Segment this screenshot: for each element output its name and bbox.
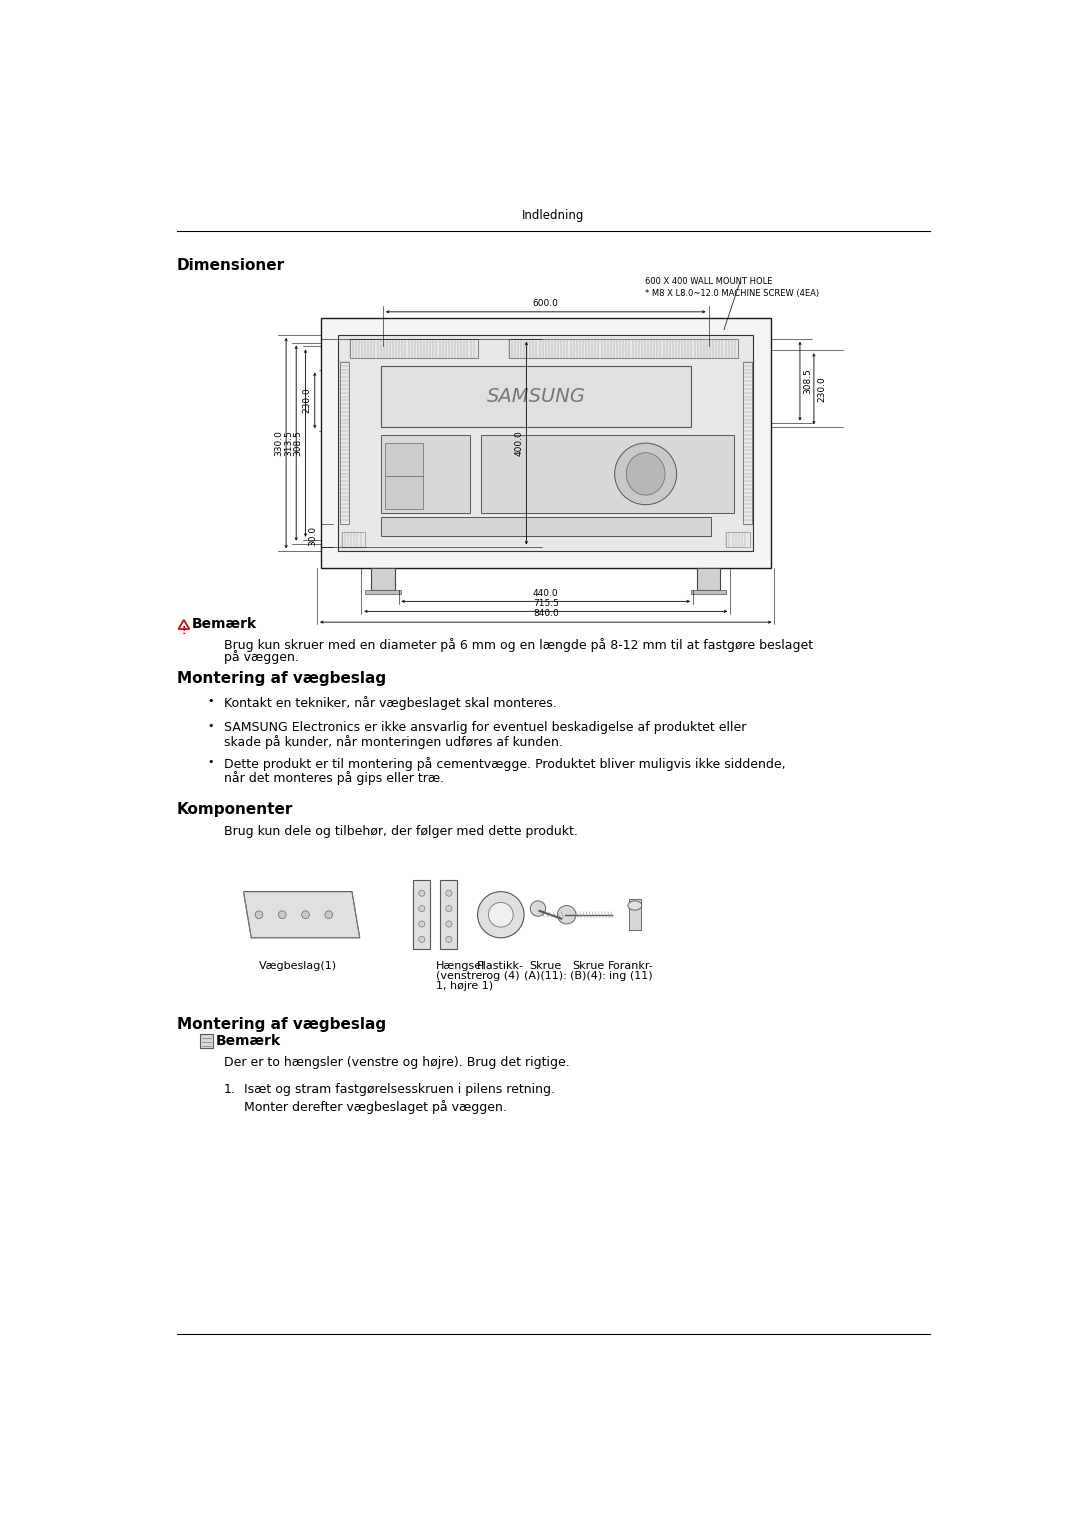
Bar <box>509 339 738 357</box>
Text: Hængsel: Hængsel <box>435 960 485 971</box>
Text: Isæt og stram fastgørelsesskruen i pilens retning.: Isæt og stram fastgørelsesskruen i pilen… <box>243 1083 554 1095</box>
Bar <box>380 366 691 428</box>
Bar <box>482 435 734 513</box>
Text: Brug kun skruer med en diameter på 6 mm og en længde på 8-12 mm til at fastgøre : Brug kun skruer med en diameter på 6 mm … <box>225 638 813 652</box>
Text: Bemærk: Bemærk <box>216 1034 281 1048</box>
Text: SAMSUNG: SAMSUNG <box>487 386 585 406</box>
Text: 840.0: 840.0 <box>532 609 558 618</box>
Text: !: ! <box>181 626 186 635</box>
Bar <box>441 880 458 950</box>
Polygon shape <box>178 620 189 629</box>
Bar <box>414 880 430 950</box>
Bar <box>697 568 720 589</box>
Text: •: • <box>207 757 214 767</box>
Text: Dette produkt er til montering på cementvægge. Produktet bliver muligvis ikke si: Dette produkt er til montering på cement… <box>225 757 786 771</box>
Circle shape <box>301 912 309 919</box>
Bar <box>339 362 349 524</box>
Text: Montering af vægbeslag: Montering af vægbeslag <box>177 670 386 686</box>
Ellipse shape <box>626 452 665 495</box>
Bar <box>338 334 754 551</box>
Bar <box>380 435 470 513</box>
Text: 30.0: 30.0 <box>308 525 318 547</box>
Circle shape <box>419 921 424 927</box>
Text: 230.0: 230.0 <box>302 388 312 414</box>
Text: Monter derefter vægbeslaget på væggen.: Monter derefter vægbeslaget på væggen. <box>243 1099 507 1113</box>
Text: Dimensioner: Dimensioner <box>177 258 285 273</box>
Ellipse shape <box>615 443 677 505</box>
Circle shape <box>446 936 451 942</box>
Text: Skrue: Skrue <box>572 960 605 971</box>
Text: når det monteres på gips eller træ.: når det monteres på gips eller træ. <box>225 771 444 785</box>
Circle shape <box>446 890 451 896</box>
Circle shape <box>255 912 262 919</box>
Text: 308.5: 308.5 <box>294 431 302 457</box>
Bar <box>743 362 752 524</box>
Text: rog (4): rog (4) <box>482 971 519 980</box>
Text: 1.: 1. <box>225 1083 237 1095</box>
Text: 400.0: 400.0 <box>514 431 524 457</box>
Text: 308.5: 308.5 <box>804 368 812 394</box>
Text: (B)(4):: (B)(4): <box>570 971 606 980</box>
Circle shape <box>419 936 424 942</box>
Circle shape <box>530 901 545 916</box>
Bar <box>321 318 770 568</box>
Circle shape <box>279 912 286 919</box>
Bar <box>384 476 423 508</box>
Bar <box>384 443 423 476</box>
Text: skade på kunder, når monteringen udføres af kunden.: skade på kunder, når monteringen udføres… <box>225 734 563 748</box>
Text: Der er to hængsler (venstre og højre). Brug det rigtige.: Der er to hængsler (venstre og højre). B… <box>225 1055 570 1069</box>
Text: Brug kun dele og tilbehør, der følger med dette produkt.: Brug kun dele og tilbehør, der følger me… <box>225 825 578 838</box>
Circle shape <box>419 890 424 896</box>
Text: 330.0: 330.0 <box>274 431 283 457</box>
Bar <box>342 531 365 548</box>
Circle shape <box>446 921 451 927</box>
Text: SAMSUNG Electronics er ikke ansvarlig for eventuel beskadigelse af produktet ell: SAMSUNG Electronics er ikke ansvarlig fo… <box>225 721 746 733</box>
Bar <box>372 568 394 589</box>
Bar <box>380 516 711 536</box>
Bar <box>200 1034 213 1048</box>
Text: 1, højre 1): 1, højre 1) <box>435 980 492 991</box>
Text: ing (11): ing (11) <box>609 971 652 980</box>
Text: Kontakt en tekniker, når vægbeslaget skal monteres.: Kontakt en tekniker, når vægbeslaget ska… <box>225 696 557 710</box>
Text: Skrue: Skrue <box>529 960 562 971</box>
Circle shape <box>419 906 424 912</box>
Bar <box>350 339 477 357</box>
Text: Montering af vægbeslag: Montering af vægbeslag <box>177 1017 386 1032</box>
Circle shape <box>557 906 576 924</box>
Bar <box>365 589 401 594</box>
Text: Plastikk-: Plastikk- <box>477 960 524 971</box>
Circle shape <box>477 892 524 938</box>
Text: 600 X 400 WALL MOUNT HOLE
* M8 X L8.0~12.0 MACHINE SCREW (4EA): 600 X 400 WALL MOUNT HOLE * M8 X L8.0~12… <box>645 278 819 298</box>
Text: 313.5: 313.5 <box>284 431 293 457</box>
Text: 230.0: 230.0 <box>816 376 826 402</box>
Text: •: • <box>207 696 214 705</box>
Polygon shape <box>243 892 360 938</box>
Text: Forankr-: Forankr- <box>608 960 653 971</box>
Text: Komponenter: Komponenter <box>177 802 294 817</box>
Bar <box>629 899 642 930</box>
Text: •: • <box>207 721 214 731</box>
Text: Bemærk: Bemærk <box>191 617 257 631</box>
Ellipse shape <box>627 901 642 910</box>
Circle shape <box>446 906 451 912</box>
Text: (venstre: (venstre <box>435 971 482 980</box>
Text: på væggen.: på væggen. <box>225 651 299 664</box>
Text: 715.5: 715.5 <box>532 599 558 608</box>
Text: 440.0: 440.0 <box>532 588 558 597</box>
Bar <box>691 589 727 594</box>
Circle shape <box>325 912 333 919</box>
Text: 600.0: 600.0 <box>532 299 558 308</box>
Text: (A)(11):: (A)(11): <box>525 971 567 980</box>
Text: Vægbeslag(1): Vægbeslag(1) <box>259 960 337 971</box>
Text: Indledning: Indledning <box>523 209 584 221</box>
Bar <box>727 531 750 548</box>
Circle shape <box>488 902 513 927</box>
